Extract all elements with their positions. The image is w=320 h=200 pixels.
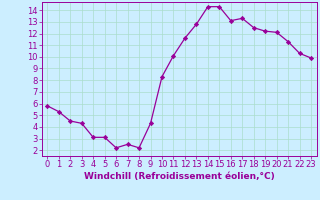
X-axis label: Windchill (Refroidissement éolien,°C): Windchill (Refroidissement éolien,°C) bbox=[84, 172, 275, 181]
